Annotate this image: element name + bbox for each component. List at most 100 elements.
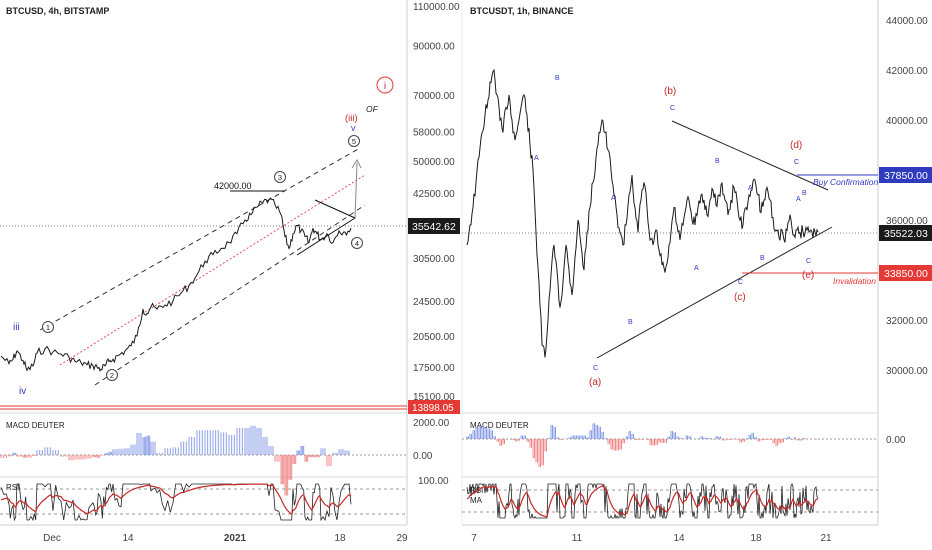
sub-wave-c-5: C (806, 258, 811, 265)
wave-1-circle (42, 321, 54, 333)
right-price-series (466, 68, 819, 358)
wave-label-i-red: i (384, 81, 386, 92)
left-price-tick: 70000.00 (413, 91, 455, 102)
sub-wave-a-4: A (748, 185, 753, 192)
right-price-tick: 36000.00 (886, 216, 928, 227)
projection-arrowhead (351, 158, 362, 169)
left-price-tick: 24500.00 (413, 297, 455, 308)
left-price-tag-bg (408, 218, 460, 234)
left-invalidation-tag-bg (408, 400, 460, 414)
right-macd-title: MACD DEUTER (470, 421, 529, 430)
left-rsi-ma-line (0, 483, 352, 516)
right-price-tag-bg (879, 225, 932, 241)
wave-2-circle (106, 369, 118, 381)
right-time-tick-18: 18 (750, 533, 762, 544)
left-rsi-line (0, 483, 352, 522)
wave-label-of: OF (366, 104, 379, 114)
invalidation-tag: 33850.00 (884, 268, 928, 280)
right-price-tick: 44000.00 (886, 16, 928, 27)
left-price-tick: 42500.00 (413, 189, 455, 200)
sub-wave-c-1: C (593, 365, 598, 372)
left-rsi-title: RSI (6, 483, 19, 492)
left-time-tick-18: 18 (334, 533, 346, 544)
wave-2-label: 2 (110, 371, 114, 380)
channel-lower-line (94, 204, 366, 386)
left-invalidation-tag: 13898.05 (412, 403, 454, 414)
wave-3-circle (274, 171, 286, 183)
right-price-tick: 42000.00 (886, 66, 928, 77)
left-time-tick-14: 14 (122, 533, 134, 544)
sub-wave-b-5: B (802, 190, 807, 197)
sub-wave-b-4: B (760, 255, 765, 262)
level-42000-label: 42000.00 (214, 181, 252, 191)
buy-confirmation-label: Buy Confirmation (813, 177, 878, 187)
left-price-tick: 30500.00 (413, 254, 455, 265)
left-price-tick: 20500.00 (413, 332, 455, 343)
left-rsi-tick-100: 100.00 (418, 476, 449, 487)
left-chart: BTCUSD, 4h, BITSTAMP BTCUSDT, 1h, BINANC… (0, 0, 879, 544)
left-price-tick: 15100.00 (413, 392, 455, 403)
left-macd-histogram (0, 425, 350, 496)
projection-arrow-line (354, 162, 358, 219)
wave-4-label: 4 (355, 239, 359, 248)
sub-wave-c-3: C (738, 279, 743, 286)
left-time-tick-29: 29 (396, 533, 408, 544)
right-rsi-ma-line (466, 485, 819, 518)
wave-label-iv-blue: iv (19, 386, 26, 397)
wave-label-iii-red: (iii) (345, 113, 358, 124)
left-price-tick: 110000.00 (413, 2, 460, 13)
right-ma-title: MA (470, 496, 483, 505)
left-price-tick: 58000.00 (413, 128, 455, 139)
triangle-upper-line (671, 120, 829, 191)
wave-i-circle (376, 76, 394, 94)
sub-wave-a-3: A (694, 265, 699, 272)
right-rsi-line (466, 482, 819, 520)
wave-label-iii-blue: iii (13, 322, 20, 333)
wave-5-label: 5 (352, 137, 356, 146)
right-macd-histogram (466, 423, 817, 467)
triangle-lower-line (596, 226, 833, 359)
channel-upper-line (39, 147, 361, 331)
wave-4-circle (351, 237, 363, 249)
buy-tag: 37850.00 (884, 170, 928, 182)
sub-wave-b-3: B (715, 158, 720, 165)
invalidation-label: Invalidation (833, 276, 876, 286)
right-chart-title: BTCUSDT, 1h, BINANCE (470, 6, 574, 16)
invalidation-tag-bg (879, 265, 932, 281)
left-price-axis: 110000.00 90000.00 70000.00 58000.00 50000.0… (413, 2, 460, 403)
sub-wave-a-2: A (611, 195, 616, 202)
right-time-tick-11: 11 (572, 533, 583, 544)
buy-tag-bg (879, 167, 932, 183)
left-price-tag: 35542.62 (412, 221, 456, 233)
right-time-tick-7: 7 (471, 533, 477, 544)
right-time-tick-14: 14 (673, 533, 685, 544)
left-price-tick: 17500.00 (413, 363, 455, 374)
left-price-tick: 90000.00 (413, 41, 455, 52)
left-chart-title: BTCUSD, 4h, BITSTAMP (6, 6, 109, 16)
wave-label-v-blue: v (351, 123, 356, 133)
left-price-tick: 50000.00 (413, 157, 455, 168)
sub-wave-a-1: A (534, 155, 539, 162)
right-time-tick-21: 21 (820, 533, 832, 544)
left-macd-tick-2000: 2000.00 (413, 418, 450, 429)
wave-3-label: 3 (278, 173, 282, 182)
wave-label-a-red: (a) (589, 377, 601, 388)
wave-5-circle (348, 135, 360, 147)
sub-wave-b-1: B (555, 75, 560, 82)
wave-label-b-red: (b) (664, 86, 676, 97)
left-macd-tick-0: 0.00 (413, 451, 433, 462)
wave-label-c-red: (c) (734, 292, 746, 303)
left-price-series (0, 197, 352, 372)
right-price-tick: 30000.00 (886, 366, 928, 377)
wave-label-d-red: (d) (790, 140, 802, 151)
left-time-tick-2021: 2021 (224, 533, 247, 544)
right-price-axis: 44000.00 42000.00 40000.00 36000.00 32000.00… (886, 16, 928, 377)
right-price-tick: 32000.00 (886, 316, 928, 327)
right-price-tick: 40000.00 (886, 116, 928, 127)
right-chart: Buy Confirmation Invalidation (a) (b) (c… (462, 16, 932, 544)
right-price-tag: 35522.03 (884, 228, 928, 240)
wave-1-label: 1 (46, 323, 50, 332)
sub-wave-c-4: C (794, 159, 799, 166)
